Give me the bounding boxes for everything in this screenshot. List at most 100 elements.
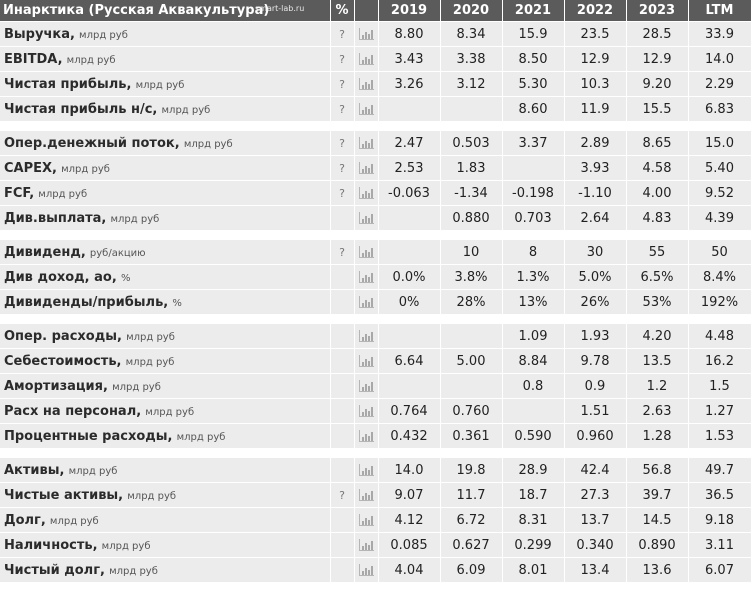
help-question-icon[interactable] — [330, 264, 355, 290]
bar-chart-icon[interactable] — [358, 212, 374, 224]
metric-name[interactable]: Активы, — [4, 462, 65, 478]
period-header-2019[interactable]: 2019 — [378, 0, 441, 22]
metric-name[interactable]: FCF, — [4, 185, 35, 201]
bar-chart-icon[interactable] — [358, 430, 374, 442]
value-cell: 11.7 — [440, 482, 503, 508]
help-question-icon[interactable]: ? — [330, 131, 355, 156]
bar-chart-icon[interactable] — [358, 296, 374, 308]
metric-name[interactable]: Долг, — [4, 512, 46, 528]
value-cell — [378, 324, 441, 349]
help-question-icon[interactable]: ? — [330, 155, 355, 181]
table-row: Активы, млрд руб 14.0 19.8 28.9 42.4 56.8 49.7 — [0, 458, 751, 483]
bar-chart-icon[interactable] — [358, 28, 374, 40]
metric-name[interactable]: Чистая прибыль, — [4, 76, 132, 92]
metric-unit: млрд руб — [127, 490, 177, 502]
table-row: Выручка, млрд руб? 8.80 8.34 15.9 23.5 28.5 33… — [0, 21, 751, 47]
help-question-icon[interactable]: ? — [330, 46, 355, 72]
metric-label-cell: EBITDA, млрд руб — [0, 46, 331, 72]
value-cell — [378, 373, 441, 399]
metric-name[interactable]: Див доход, ао, — [4, 269, 117, 285]
value-cell — [378, 205, 441, 231]
bar-chart-icon[interactable] — [358, 330, 374, 342]
value-cell: 4.83 — [626, 205, 689, 231]
metric-name[interactable]: Выручка, — [4, 26, 75, 42]
help-question-icon[interactable] — [330, 373, 355, 399]
metric-name[interactable]: Наличность, — [4, 537, 98, 553]
help-question-icon[interactable] — [330, 557, 355, 583]
metric-name[interactable]: Себестоимость, — [4, 353, 122, 369]
value-cell: 2.29 — [688, 71, 751, 97]
metric-name[interactable]: Дивиденд, — [4, 244, 86, 260]
value-cell: 6.64 — [378, 348, 441, 374]
period-header-2021[interactable]: 2021 — [502, 0, 565, 22]
help-question-icon[interactable]: ? — [330, 71, 355, 97]
help-question-icon[interactable] — [330, 398, 355, 424]
period-header-2023[interactable]: 2023 — [626, 0, 689, 22]
metric-label-cell: Чистый долг, млрд руб — [0, 557, 331, 583]
company-title[interactable]: Инарктика (Русская Аквакультура) — [3, 3, 270, 18]
metric-label-cell: Чистые активы, млрд руб — [0, 482, 331, 508]
metric-name[interactable]: Процентные расходы, — [4, 428, 173, 444]
period-header-2022[interactable]: 2022 — [564, 0, 627, 22]
bar-chart-icon[interactable] — [358, 564, 374, 576]
value-cell: 0.880 — [440, 205, 503, 231]
metric-name[interactable]: Опер.денежный поток, — [4, 135, 180, 151]
bar-chart-icon[interactable] — [358, 137, 374, 149]
value-cell: 16.2 — [688, 348, 751, 374]
metric-name[interactable]: EBITDA, — [4, 51, 63, 67]
help-question-icon[interactable]: ? — [330, 96, 355, 122]
bar-chart-icon[interactable] — [358, 355, 374, 367]
bar-chart-icon[interactable] — [358, 514, 374, 526]
metric-name[interactable]: Амортизация, — [4, 378, 108, 394]
help-question-icon[interactable] — [330, 289, 355, 315]
table-row: Чистые активы, млрд руб? 9.07 11.7 18.7 27.3… — [0, 482, 751, 508]
value-cell: 6.09 — [440, 557, 503, 583]
bar-chart-icon[interactable] — [358, 405, 374, 417]
period-header-2020[interactable]: 2020 — [440, 0, 503, 22]
bar-chart-icon[interactable] — [358, 271, 374, 283]
percent-header[interactable]: % — [330, 0, 355, 22]
metric-name[interactable]: Чистая прибыль н/с, — [4, 101, 158, 117]
bar-chart-icon[interactable] — [358, 380, 374, 392]
group-spacer — [0, 230, 751, 240]
help-question-icon[interactable]: ? — [330, 482, 355, 508]
help-question-icon[interactable] — [330, 423, 355, 449]
help-question-icon[interactable] — [330, 205, 355, 231]
bar-chart-icon[interactable] — [358, 187, 374, 199]
metric-name[interactable]: Опер. расходы, — [4, 328, 122, 344]
period-header-ltm[interactable]: LTM — [688, 0, 751, 22]
value-cell: 13.4 — [564, 557, 627, 583]
bar-chart-icon[interactable] — [358, 78, 374, 90]
help-question-icon[interactable] — [330, 532, 355, 558]
bar-chart-icon[interactable] — [358, 53, 374, 65]
help-question-icon[interactable]: ? — [330, 240, 355, 265]
metric-name[interactable]: Чистые активы, — [4, 487, 124, 503]
help-question-icon[interactable] — [330, 324, 355, 349]
value-cell: 5.0% — [564, 264, 627, 290]
metric-name[interactable]: Дивиденды/прибыль, — [4, 294, 169, 310]
bar-chart-icon[interactable] — [358, 103, 374, 115]
metric-name[interactable]: CAPEX, — [4, 160, 57, 176]
metric-name[interactable]: Див.выплата, — [4, 210, 107, 226]
metric-name[interactable]: Расх на персонал, — [4, 403, 142, 419]
bar-chart-icon[interactable] — [358, 539, 374, 551]
bar-chart-icon[interactable] — [358, 489, 374, 501]
help-question-icon[interactable] — [330, 458, 355, 483]
table-row: Наличность, млрд руб 0.085 0.627 0.299 0.340… — [0, 532, 751, 558]
help-question-icon[interactable] — [330, 507, 355, 533]
header-row: Инарктика (Русская Аквакультура) smart-l… — [0, 0, 751, 22]
value-cell: 0.8 — [502, 373, 565, 399]
value-cell: 15.0 — [688, 131, 751, 156]
metric-name[interactable]: Чистый долг, — [4, 562, 105, 578]
brand-watermark: smart-lab.ru — [255, 4, 305, 13]
bar-chart-icon[interactable] — [358, 246, 374, 258]
bar-chart-icon[interactable] — [358, 464, 374, 476]
value-cell: -1.34 — [440, 180, 503, 206]
value-cell: 3.11 — [688, 532, 751, 558]
metric-label-cell: Опер. расходы, млрд руб — [0, 324, 331, 349]
help-question-icon[interactable] — [330, 348, 355, 374]
help-question-icon[interactable]: ? — [330, 21, 355, 47]
value-cell: 6.72 — [440, 507, 503, 533]
help-question-icon[interactable]: ? — [330, 180, 355, 206]
bar-chart-icon[interactable] — [358, 162, 374, 174]
